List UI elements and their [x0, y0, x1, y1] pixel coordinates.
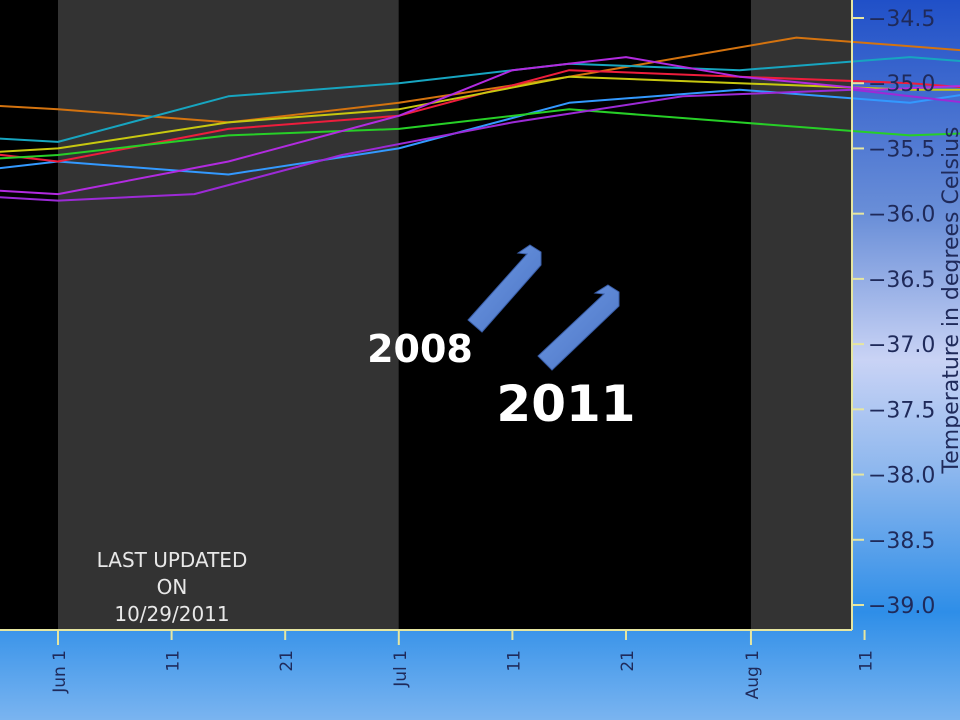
- x-tick-label: 11: [164, 650, 184, 672]
- plot-area: [0, 0, 960, 630]
- y-tick-label: −37.5: [868, 398, 935, 423]
- series-line-3: [0, 56, 960, 143]
- y-tick-label: −36.5: [868, 268, 935, 293]
- series-lines: [0, 36, 960, 202]
- x-tick-label: 21: [618, 650, 638, 672]
- annotation-arrow-2008: [467, 244, 542, 333]
- y-tick-label: −35.5: [868, 137, 935, 162]
- month-band-aug: [750, 0, 852, 630]
- x-tick-label: 11: [504, 650, 524, 672]
- y-tick-label: −37.0: [868, 333, 935, 358]
- x-tick-label: Jun 1: [50, 650, 70, 694]
- series-line-2: [0, 88, 960, 176]
- y-tick-label: −38.5: [868, 529, 935, 554]
- series-line-1: [0, 36, 960, 124]
- y-tick-label: −34.5: [868, 7, 935, 32]
- month-bands: [0, 0, 852, 630]
- x-tick-label: Aug 1: [743, 650, 763, 699]
- last-updated-note: LAST UPDATED ON 10/29/2011: [97, 548, 248, 626]
- month-band-may: [0, 0, 58, 630]
- x-tick-label: 21: [277, 650, 297, 672]
- month-band-jun: [58, 0, 399, 630]
- y-axis-label: Temperature in degrees Celsius: [939, 127, 960, 475]
- y-tick-label: −39.0: [868, 594, 935, 619]
- y-tick-label: −36.0: [868, 203, 935, 228]
- series-line-7: [0, 56, 960, 196]
- x-tick-label: Jul 1: [391, 650, 411, 688]
- series-line-8: [0, 88, 960, 202]
- y-axis-ticks: −34.5 −35.0 −35.5 −36.0 −36.5 −37.0 −37.5 −38.0…: [852, 7, 935, 619]
- y-tick-label: −38.0: [868, 464, 935, 489]
- last-updated-line-1: LAST UPDATED: [97, 548, 248, 572]
- annotation-arrow-2011: [537, 284, 620, 371]
- x-tick-label: 11: [857, 650, 877, 672]
- last-updated-line-2: ON: [157, 575, 188, 599]
- annotation-label-2008: 2008: [367, 327, 473, 371]
- annotation-label-2011: 2011: [496, 375, 635, 433]
- series-line-5: [0, 108, 960, 160]
- y-tick-label: −35.0: [868, 72, 935, 97]
- last-updated-line-3: 10/29/2011: [114, 602, 229, 626]
- month-band-jul: [398, 0, 751, 630]
